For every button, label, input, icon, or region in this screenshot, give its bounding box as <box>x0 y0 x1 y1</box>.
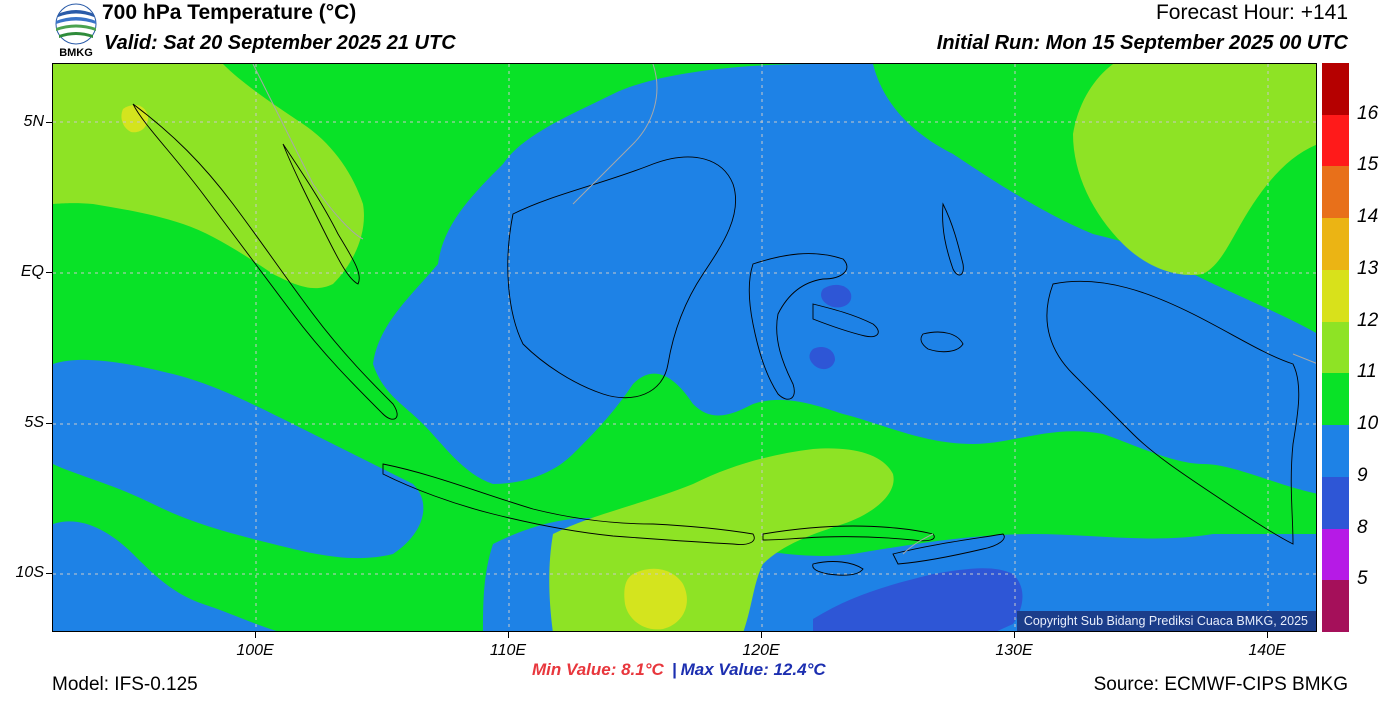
color-legend-segment <box>1322 580 1349 633</box>
field-11-northeast <box>1073 64 1316 275</box>
color-legend-segment <box>1322 114 1349 167</box>
logo-text: BMKG <box>59 47 93 59</box>
color-legend-segment <box>1322 373 1349 426</box>
color-legend-label: 15 <box>1357 154 1379 176</box>
map-canvas <box>53 64 1316 631</box>
color-legend-label: 16 <box>1357 102 1379 124</box>
field-8-spot-2 <box>809 347 835 370</box>
lat-label-5n: 5N <box>23 113 44 130</box>
color-legend-segment <box>1322 528 1349 581</box>
min-max-values: Min Value: 8.1°C | Max Value: 12.4°C <box>532 660 826 680</box>
temperature-map: Copyright Sub Bidang Prediksi Cuaca BMKG… <box>52 63 1317 632</box>
bmkg-logo: BMKG <box>52 2 100 60</box>
lat-label-eq: EQ <box>20 263 44 280</box>
lon-label-140e: 140E <box>1248 642 1286 659</box>
source-label: Source: ECMWF-CIPS BMKG <box>1093 674 1348 695</box>
color-legend-segment <box>1322 218 1349 271</box>
initial-run: Initial Run: Mon 15 September 2025 00 UT… <box>936 32 1348 54</box>
color-legend-label: 10 <box>1357 413 1379 435</box>
field-9-west <box>53 359 424 559</box>
color-legend-segment <box>1322 425 1349 478</box>
forecast-hour: Forecast Hour: +141 <box>1155 1 1348 24</box>
color-legend-segment <box>1322 269 1349 323</box>
field-9-central <box>373 64 1316 494</box>
color-legend-label: 11 <box>1357 361 1377 383</box>
color-legend-label: 9 <box>1357 464 1368 486</box>
color-legend-label: 12 <box>1357 309 1379 331</box>
color-legend-label: 8 <box>1357 516 1368 538</box>
color-legend <box>1322 63 1349 633</box>
lon-label-120e: 120E <box>742 642 780 659</box>
model-label: Model: IFS-0.125 <box>52 674 198 695</box>
color-legend-segment <box>1322 63 1349 116</box>
color-legend-segment <box>1322 476 1349 530</box>
field-12-south <box>624 568 687 630</box>
borders <box>252 64 1316 555</box>
color-legend-segment <box>1322 166 1349 219</box>
lon-label-130e: 130E <box>995 642 1033 659</box>
copyright-label: Copyright Sub Bidang Prediksi Cuaca BMKG… <box>1016 611 1316 631</box>
min-value: Min Value: 8.1°C <box>532 660 664 679</box>
color-legend-label: 13 <box>1357 257 1379 279</box>
lat-label-5s: 5S <box>24 414 44 431</box>
field-12-north <box>121 104 149 133</box>
field-8-spot-1 <box>821 284 852 308</box>
color-legend-label: 14 <box>1357 206 1379 228</box>
max-value: Max Value: 12.4°C <box>680 660 826 679</box>
lon-label-100e: 100E <box>236 642 274 659</box>
lat-label-10s: 10S <box>15 564 44 581</box>
chart-title: 700 hPa Temperature (°C) <box>102 1 357 24</box>
valid-time: Valid: Sat 20 September 2025 21 UTC <box>104 32 456 54</box>
color-legend-segment <box>1322 321 1349 374</box>
lon-label-110e: 110E <box>489 642 527 659</box>
coastlines <box>132 103 1300 576</box>
field-9-west-2 <box>53 521 277 631</box>
field-8-southeast <box>813 568 1023 631</box>
color-legend-label: 5 <box>1357 568 1368 590</box>
value-separator: | <box>671 660 677 679</box>
graticule <box>53 64 1316 631</box>
